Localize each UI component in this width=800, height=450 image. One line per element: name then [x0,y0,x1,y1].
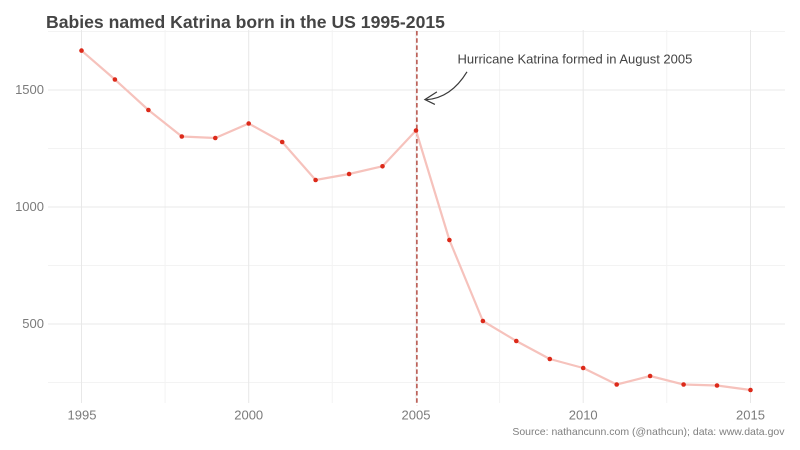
svg-text:1000: 1000 [15,199,44,214]
svg-text:500: 500 [22,316,44,331]
svg-text:2000: 2000 [234,408,263,423]
svg-text:1995: 1995 [68,408,97,423]
svg-text:Hurricane Katrina formed in Au: Hurricane Katrina formed in August 2005 [458,52,693,67]
svg-text:2010: 2010 [569,408,598,423]
svg-text:Babies named Katrina born in t: Babies named Katrina born in the US 1995… [46,12,445,32]
svg-text:Source: nathancunn.com (@nathc: Source: nathancunn.com (@nathcun); data:… [512,426,785,438]
svg-text:2015: 2015 [736,408,765,423]
svg-text:2005: 2005 [402,408,431,423]
svg-text:1500: 1500 [15,82,44,97]
